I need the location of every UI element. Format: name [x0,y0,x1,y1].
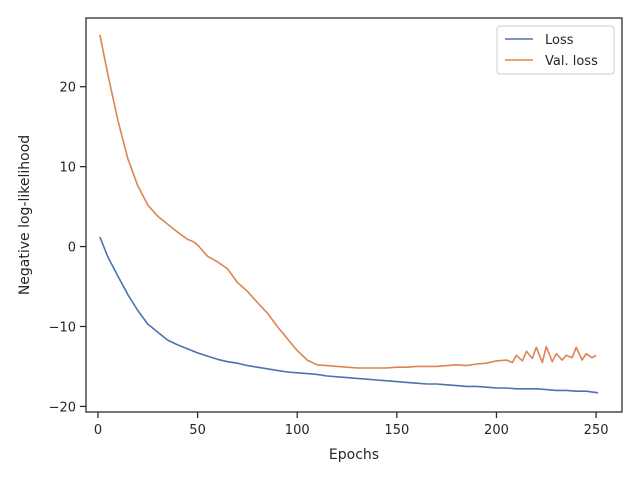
x-tick-label: 200 [484,423,509,438]
series-line-1 [99,236,599,394]
y-tick-label: −10 [49,320,76,335]
legend-box [496,25,615,75]
x-tick-label: 150 [384,423,409,438]
x-axis-label: Epochs [329,447,379,463]
x-tick-label: 250 [584,423,609,438]
x-tick-label: 100 [285,423,310,438]
series-line-2 [99,34,597,369]
axes: 0 50 100 150 200 250 −20 −10 0 10 20 [49,17,623,438]
x-tick-label: 0 [94,423,102,438]
x-tick-label: 50 [189,423,206,438]
y-tick-label: 10 [59,161,76,176]
y-tick-label: −20 [49,400,76,415]
y-tick-label: 20 [59,81,76,96]
y-axis-label: Negative log-likelihood [17,135,33,295]
legend: Loss Val. loss [496,25,615,75]
y-tick-label: 0 [68,241,76,256]
legend-label-1: Loss [545,33,574,48]
plot-frame [85,17,623,413]
series-layer [99,34,599,394]
legend-label-2: Val. loss [545,54,598,69]
